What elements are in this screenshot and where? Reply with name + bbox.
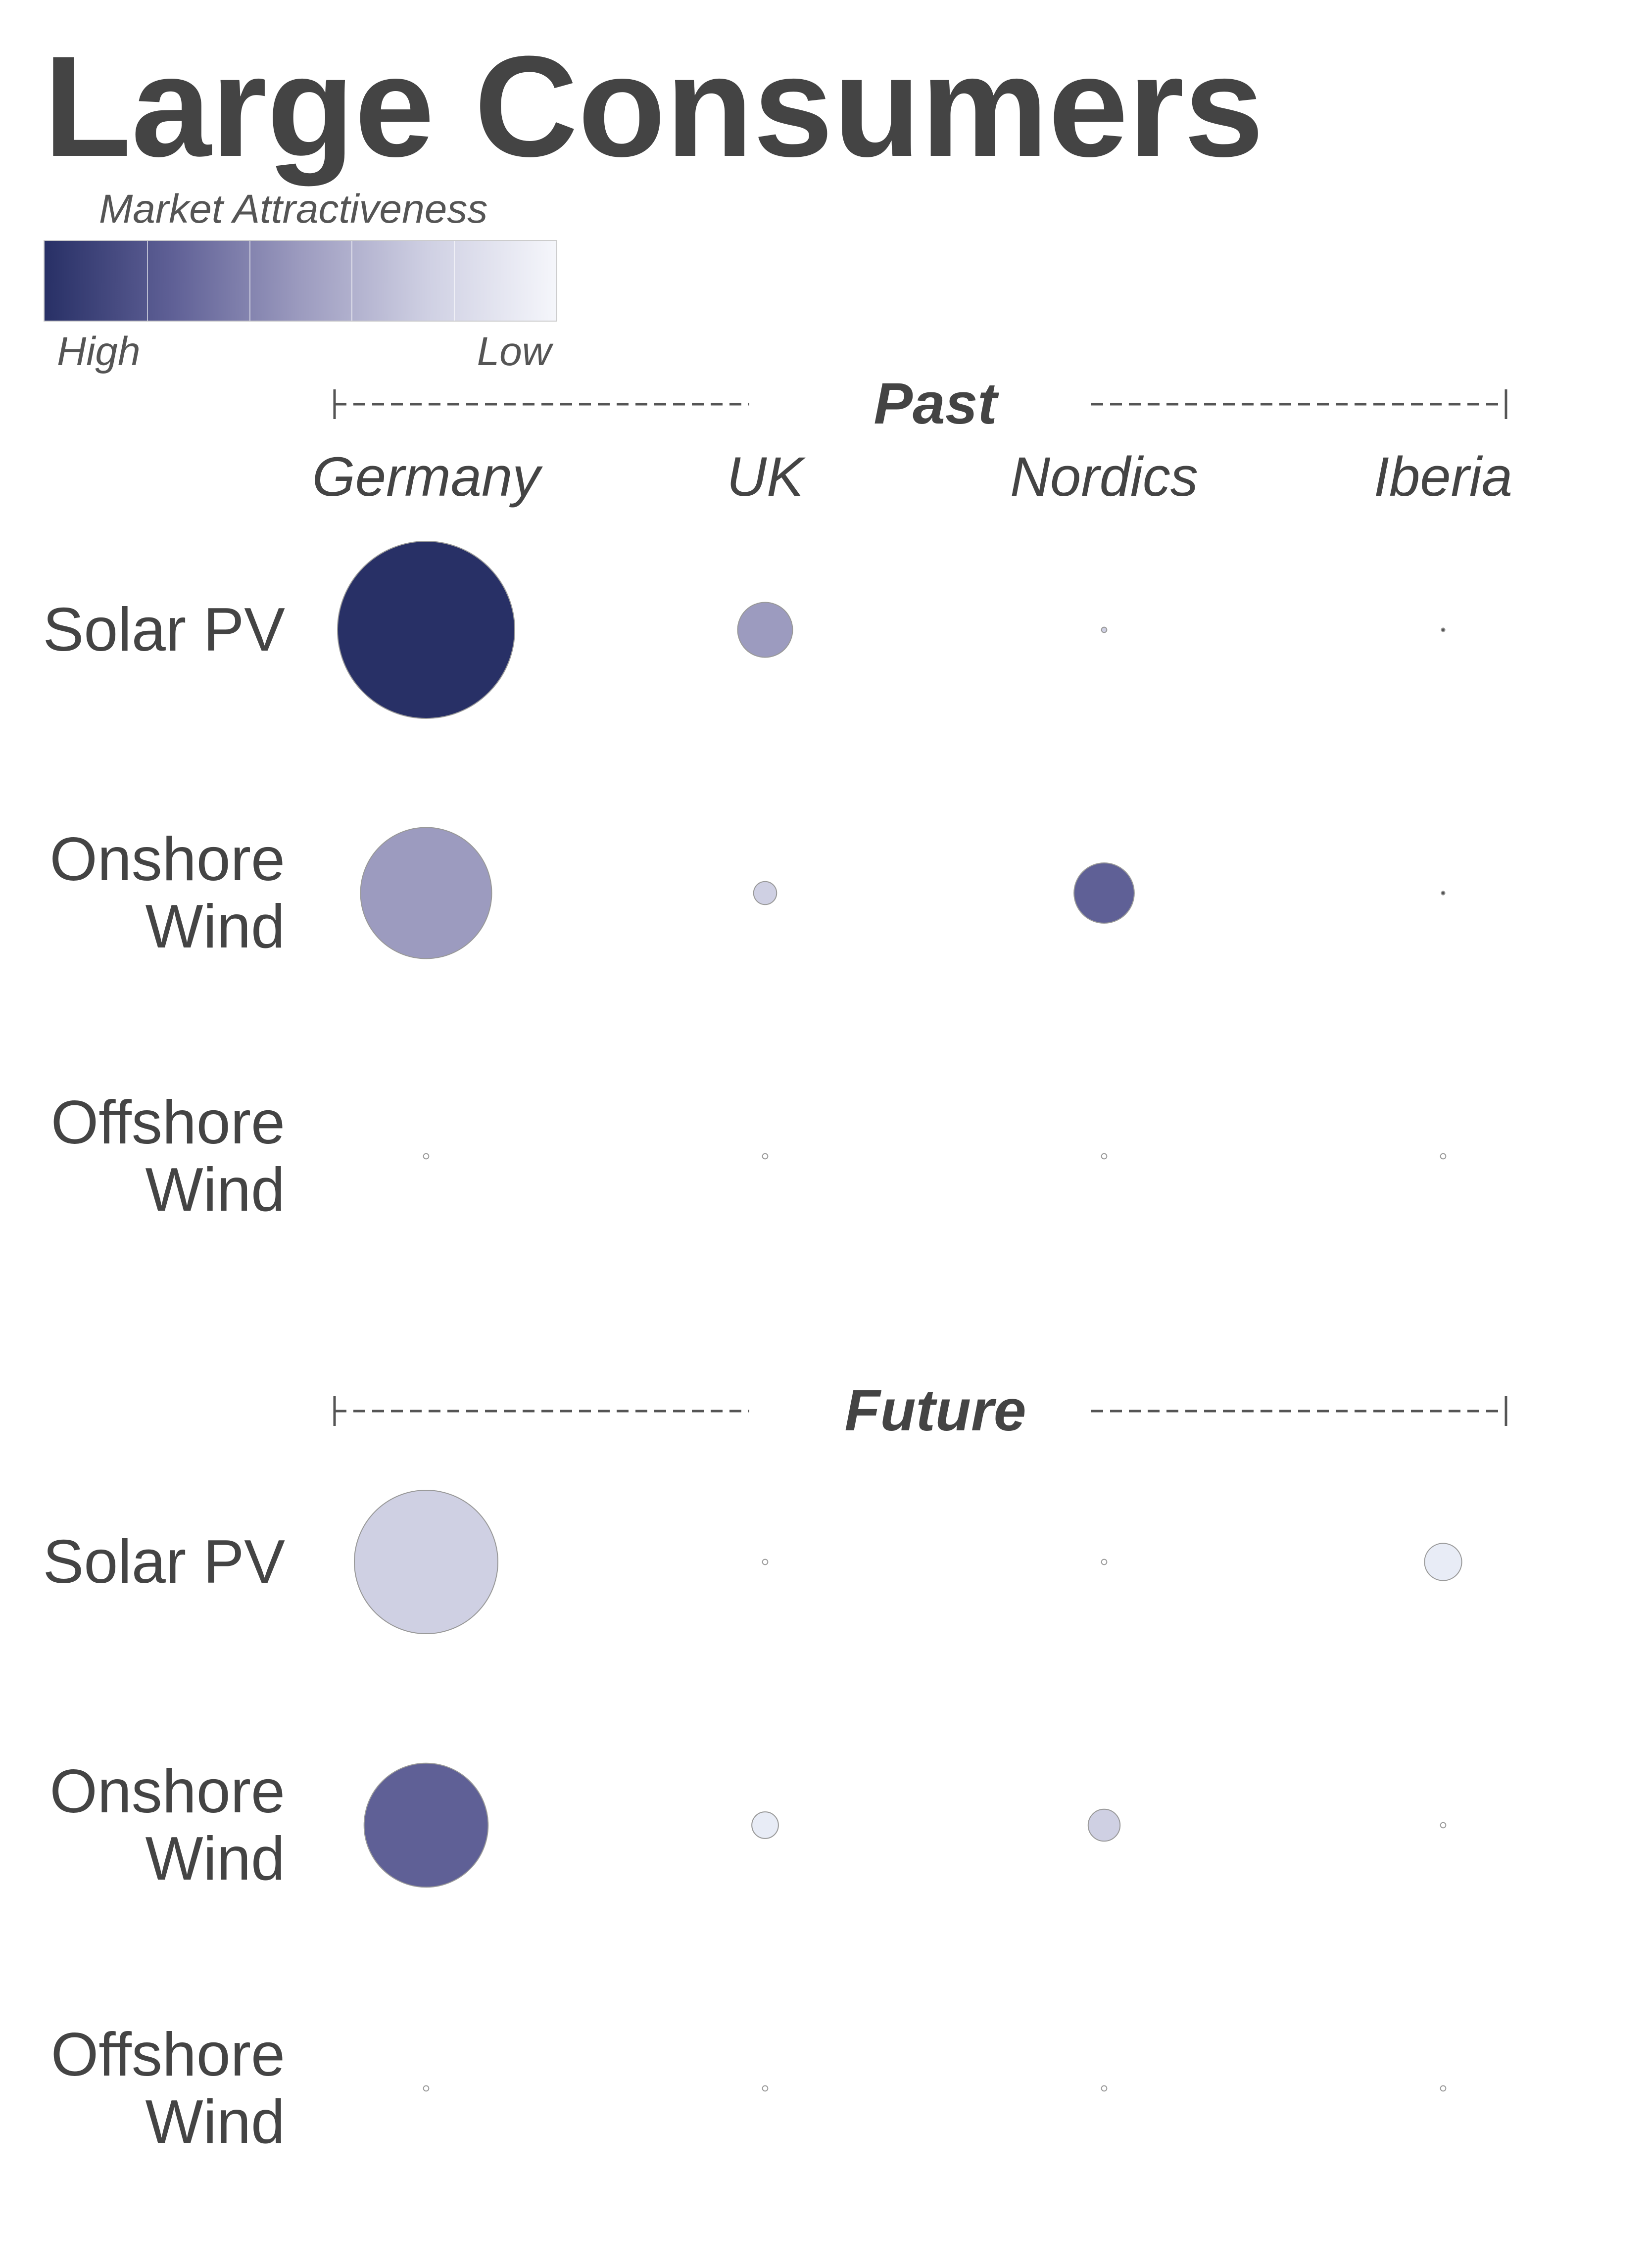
legend-gradient <box>44 240 557 322</box>
legend-divider <box>146 241 148 321</box>
bubble <box>737 602 793 658</box>
bubble <box>762 2085 769 2092</box>
bubble <box>423 1153 430 1160</box>
legend-divider <box>249 241 250 321</box>
legend-high: High <box>57 329 141 374</box>
column-label: Iberia <box>1373 446 1513 508</box>
bubble <box>337 541 515 719</box>
bubble <box>1087 1808 1121 1842</box>
panel-title: Future <box>844 1378 1026 1443</box>
bubble <box>1073 862 1135 924</box>
row-label: Solar PV <box>43 1528 285 1596</box>
bubble <box>1101 2085 1108 2092</box>
bubble <box>354 1490 498 1634</box>
bubble <box>423 2085 430 2092</box>
row-label: Offshore Wind <box>50 1088 285 1224</box>
row-label: Offshore Wind <box>50 2020 285 2156</box>
bubble <box>1441 627 1446 632</box>
legend-low: Low <box>477 329 551 374</box>
column-label: UK <box>727 446 804 508</box>
bubble <box>1101 1559 1108 1565</box>
legend-title: Market Attractiveness <box>99 187 488 232</box>
bubble <box>360 827 492 959</box>
chart-title: Large Consumers <box>44 26 1264 187</box>
bubble <box>753 881 777 905</box>
bubble <box>762 1153 769 1160</box>
panel-title: Past <box>874 371 997 436</box>
row-label: Onshore Wind <box>49 825 285 961</box>
bubble <box>1441 891 1446 896</box>
bubble <box>751 1811 779 1839</box>
bubble <box>363 1762 489 1888</box>
bubble <box>1424 1543 1462 1581</box>
column-label: Nordics <box>1010 446 1198 508</box>
bubble <box>1440 1822 1447 1829</box>
bubble <box>1101 1153 1108 1160</box>
row-label: Onshore Wind <box>49 1757 285 1893</box>
column-label: Germany <box>312 446 540 508</box>
bubble <box>1101 626 1108 633</box>
bubble <box>1440 1153 1447 1160</box>
bubble <box>762 1559 769 1565</box>
legend-divider <box>454 241 455 321</box>
legend-divider <box>351 241 353 321</box>
bubble <box>1440 2085 1447 2092</box>
row-label: Solar PV <box>43 596 285 664</box>
